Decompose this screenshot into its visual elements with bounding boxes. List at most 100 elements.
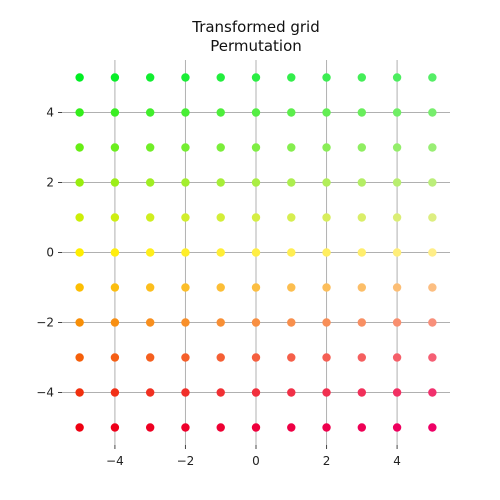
data-point bbox=[181, 248, 190, 257]
data-point bbox=[287, 423, 296, 432]
data-point bbox=[110, 423, 120, 432]
data-point bbox=[216, 388, 225, 397]
data-point bbox=[110, 353, 120, 362]
data-point bbox=[428, 283, 437, 292]
data-point bbox=[110, 143, 120, 152]
data-point bbox=[251, 143, 261, 152]
x-tick-label: 0 bbox=[252, 454, 260, 468]
chart-title-line-1: Transformed grid bbox=[191, 18, 320, 36]
data-point bbox=[428, 353, 437, 362]
data-point bbox=[287, 248, 296, 257]
data-point bbox=[322, 388, 331, 397]
data-point bbox=[287, 283, 296, 292]
y-tick-label: 0 bbox=[46, 246, 54, 260]
data-point bbox=[110, 318, 120, 327]
x-tick-label: 4 bbox=[393, 454, 401, 468]
data-point bbox=[145, 213, 155, 222]
chart-title-line-2: Permutation bbox=[210, 37, 302, 55]
data-point bbox=[216, 73, 225, 82]
data-point bbox=[110, 108, 120, 117]
data-point bbox=[75, 248, 84, 257]
data-point bbox=[287, 108, 296, 117]
data-point bbox=[110, 283, 120, 292]
data-point bbox=[322, 178, 331, 187]
y-tick-label: 2 bbox=[46, 176, 54, 190]
data-point bbox=[110, 388, 120, 397]
data-point bbox=[145, 143, 155, 152]
data-point bbox=[287, 178, 296, 187]
data-point bbox=[216, 178, 225, 187]
data-point bbox=[392, 178, 402, 187]
data-point bbox=[357, 353, 367, 362]
data-point bbox=[110, 213, 120, 222]
data-point bbox=[428, 178, 437, 187]
data-point bbox=[287, 318, 296, 327]
data-point bbox=[75, 73, 84, 82]
data-point bbox=[392, 213, 402, 222]
data-point bbox=[145, 353, 155, 362]
data-point bbox=[392, 248, 402, 257]
data-point bbox=[216, 108, 225, 117]
data-point bbox=[357, 108, 367, 117]
data-point bbox=[287, 73, 296, 82]
data-point bbox=[322, 283, 331, 292]
data-point bbox=[75, 213, 84, 222]
data-point bbox=[322, 213, 331, 222]
data-point bbox=[392, 423, 402, 432]
data-point bbox=[392, 108, 402, 117]
data-point bbox=[428, 73, 437, 82]
data-point bbox=[251, 318, 261, 327]
data-point bbox=[216, 213, 225, 222]
data-point bbox=[75, 283, 84, 292]
data-point bbox=[216, 423, 225, 432]
data-point bbox=[392, 353, 402, 362]
data-point bbox=[181, 108, 190, 117]
data-point bbox=[216, 283, 225, 292]
data-point bbox=[110, 73, 120, 82]
data-point bbox=[75, 388, 84, 397]
data-point bbox=[75, 143, 84, 152]
data-point bbox=[216, 353, 225, 362]
data-point bbox=[322, 143, 331, 152]
data-point bbox=[181, 73, 190, 82]
data-point bbox=[145, 108, 155, 117]
data-point bbox=[287, 143, 296, 152]
data-point bbox=[287, 353, 296, 362]
x-tick-label: −2 bbox=[177, 454, 195, 468]
x-tick-label: −4 bbox=[106, 454, 124, 468]
data-point bbox=[145, 283, 155, 292]
data-point bbox=[181, 318, 190, 327]
data-point bbox=[75, 178, 84, 187]
data-point bbox=[322, 248, 331, 257]
data-point bbox=[110, 248, 120, 257]
data-point bbox=[357, 388, 367, 397]
data-point bbox=[75, 318, 84, 327]
data-point bbox=[392, 388, 402, 397]
data-point bbox=[181, 353, 190, 362]
data-point bbox=[251, 283, 261, 292]
data-point bbox=[251, 178, 261, 187]
data-point bbox=[216, 143, 225, 152]
data-point bbox=[181, 423, 190, 432]
data-point bbox=[287, 388, 296, 397]
data-point bbox=[181, 213, 190, 222]
data-point bbox=[251, 213, 261, 222]
data-point bbox=[357, 423, 367, 432]
data-point bbox=[181, 388, 190, 397]
data-point bbox=[428, 213, 437, 222]
data-point bbox=[357, 213, 367, 222]
data-point bbox=[145, 178, 155, 187]
data-point bbox=[322, 318, 331, 327]
data-point bbox=[110, 178, 120, 187]
data-point bbox=[251, 248, 261, 257]
data-point bbox=[251, 353, 261, 362]
data-point bbox=[428, 248, 437, 257]
data-point bbox=[322, 73, 331, 82]
data-point bbox=[75, 108, 84, 117]
data-point bbox=[145, 318, 155, 327]
data-point bbox=[392, 283, 402, 292]
data-point bbox=[287, 213, 296, 222]
axis-ticks: −4 −2 0 2 4 −4 −2 0 2 4 bbox=[36, 106, 401, 469]
data-point bbox=[216, 248, 225, 257]
data-point bbox=[392, 143, 402, 152]
